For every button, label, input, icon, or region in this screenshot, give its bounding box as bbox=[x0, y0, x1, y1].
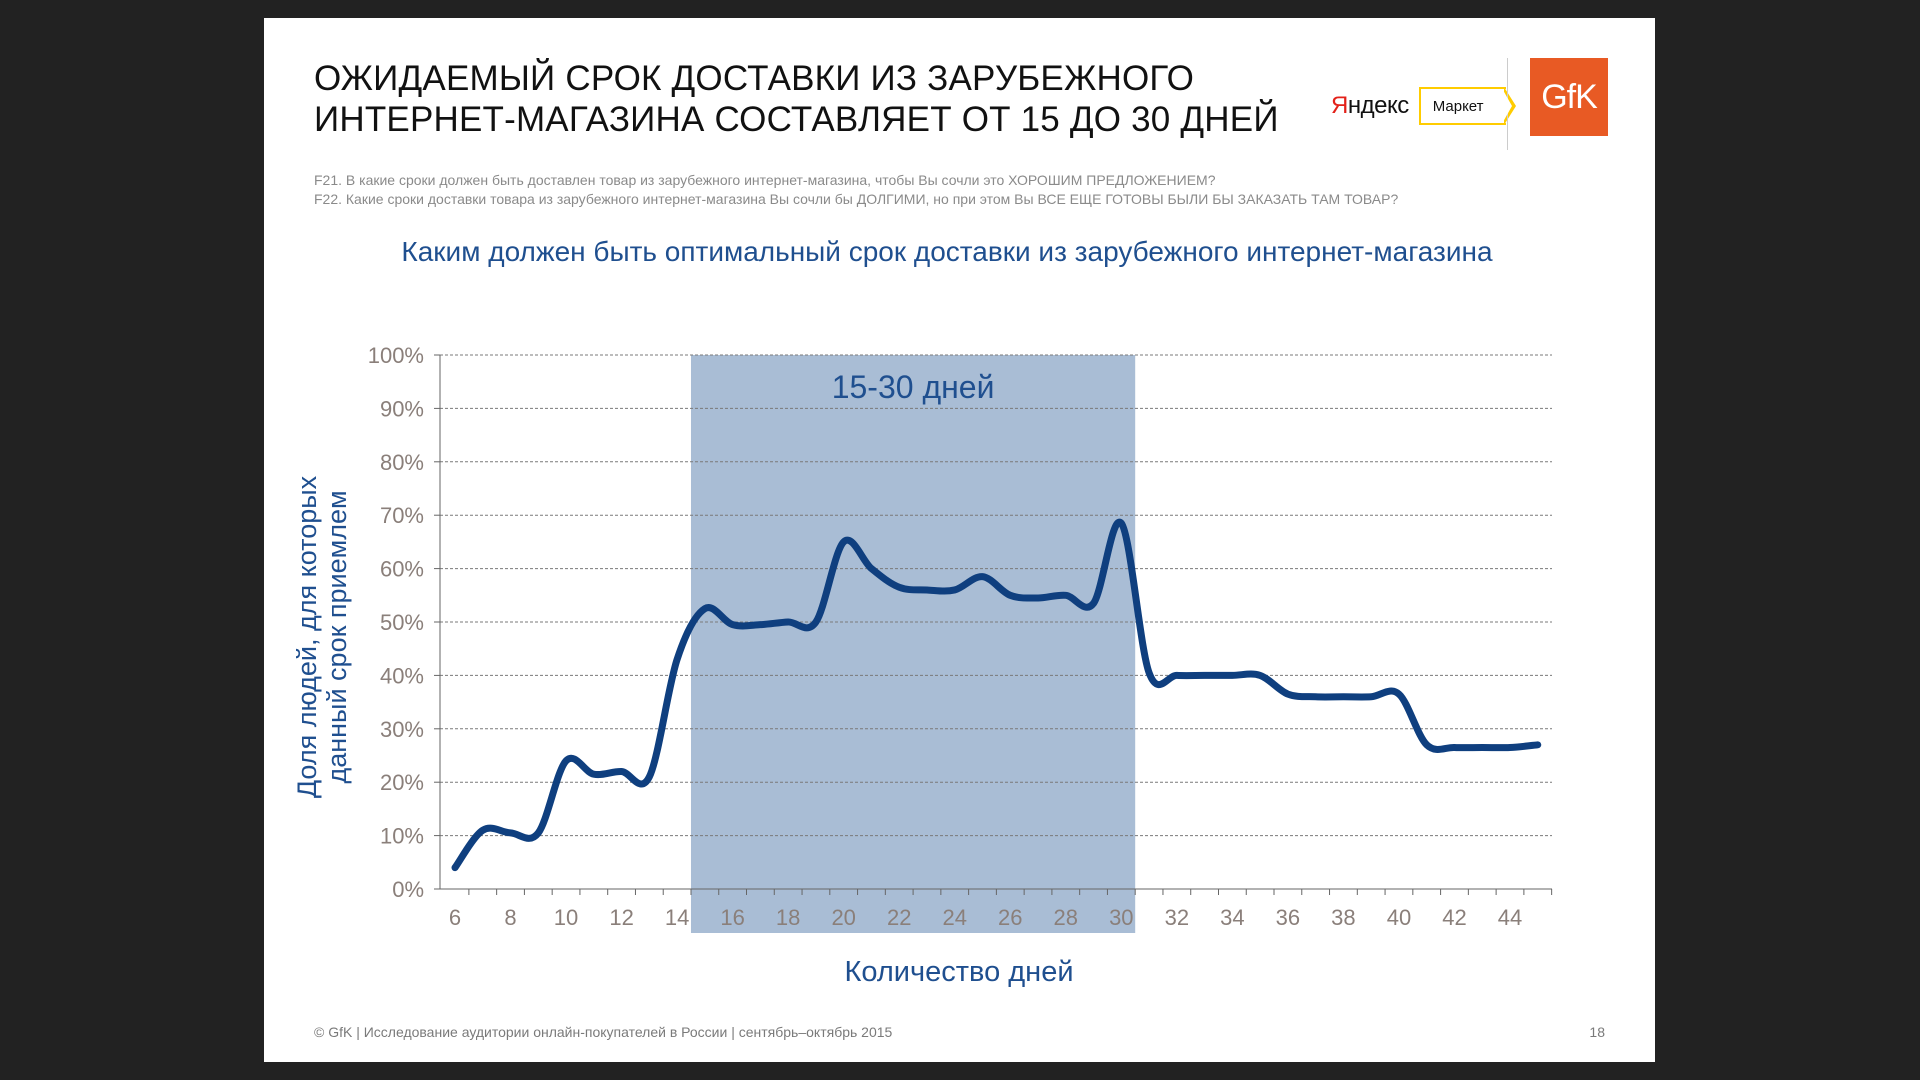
x-tick-label: 14 bbox=[665, 905, 689, 930]
x-tick-label: 42 bbox=[1442, 905, 1466, 930]
slide: ОЖИДАЕМЫЙ СРОК ДОСТАВКИ ИЗ ЗАРУБЕЖНОГО И… bbox=[264, 18, 1655, 1062]
y-tick-label: 70% bbox=[380, 503, 424, 528]
x-tick-label: 24 bbox=[942, 905, 966, 930]
y-tick-label: 20% bbox=[380, 770, 424, 795]
y-tick-label: 90% bbox=[380, 396, 424, 421]
title-line-1: ОЖИДАЕМЫЙ СРОК ДОСТАВКИ ИЗ ЗАРУБЕЖНОГО bbox=[314, 59, 1195, 98]
question-f21: F21. В какие сроки должен быть доставлен… bbox=[314, 172, 1216, 188]
y-tick-label: 100% bbox=[368, 343, 424, 368]
label-layer: 0% 10% 20% 30% 40% 50% 60% 70% 80% 90% 100% 6 8 10 12 1… bbox=[292, 343, 1522, 988]
x-tick-label: 30 bbox=[1109, 905, 1133, 930]
footer-text: © GfK | Исследование аудитории онлайн-по… bbox=[314, 1024, 893, 1040]
y-axis-title-line-1: Доля людей, для которых bbox=[292, 475, 322, 798]
x-tick-label: 36 bbox=[1276, 905, 1300, 930]
y-tick-label: 10% bbox=[380, 824, 424, 849]
page-number: 18 bbox=[1589, 1024, 1605, 1040]
survey-questions: F21. В какие сроки должен быть доставлен… bbox=[314, 171, 1614, 209]
market-label: Маркет bbox=[1432, 97, 1484, 115]
yandex-wordmark: Яндекс bbox=[1331, 92, 1409, 120]
y-tick-label: 60% bbox=[380, 557, 424, 582]
x-tick-label: 26 bbox=[998, 905, 1022, 930]
yandex-first-letter: Я bbox=[1331, 92, 1348, 119]
market-badge: Маркет bbox=[1418, 87, 1516, 125]
axis-layer bbox=[434, 354, 1553, 895]
page-title: ОЖИДАЕМЫЙ СРОК ДОСТАВКИ ИЗ ЗАРУБЕЖНОГО И… bbox=[314, 58, 1314, 140]
grid-layer bbox=[440, 354, 1552, 837]
question-f22: F22. Какие сроки доставки товара из зару… bbox=[314, 191, 1399, 207]
y-tick-label: 80% bbox=[380, 450, 424, 475]
line-chart: 15-30 дней 0% 10% 20% 30% 40% 50% 60% 70% 80% 90%… bbox=[292, 343, 1553, 988]
x-tick-label: 10 bbox=[554, 905, 578, 930]
highlight-layer: 15-30 дней bbox=[690, 355, 1136, 933]
title-line-2: ИНТЕРНЕТ-МАГАЗИНА СОСТАВЛЯЕТ ОТ 15 ДО 30… bbox=[314, 100, 1279, 139]
yandex-rest: ндекс bbox=[1347, 92, 1409, 119]
line-layer bbox=[451, 518, 1542, 872]
x-tick-label: 6 bbox=[449, 905, 461, 930]
x-tick-label: 20 bbox=[831, 905, 855, 930]
x-tick-label: 38 bbox=[1331, 905, 1355, 930]
x-tick-label: 12 bbox=[609, 905, 633, 930]
y-tick-label: 0% bbox=[392, 877, 424, 902]
highlight-band bbox=[690, 355, 1136, 933]
yandex-market-logo: Яндекс Маркет bbox=[1331, 80, 1516, 132]
x-tick-label: 28 bbox=[1054, 905, 1078, 930]
gfk-logo: GfK bbox=[1530, 58, 1608, 136]
x-tick-label: 40 bbox=[1387, 905, 1411, 930]
series-line-0 bbox=[451, 518, 1542, 872]
x-tick-label: 32 bbox=[1165, 905, 1189, 930]
x-axis-title: Количество дней bbox=[844, 956, 1073, 988]
x-tick-label: 8 bbox=[504, 905, 516, 930]
y-tick-label: 30% bbox=[380, 717, 424, 742]
x-tick-label: 16 bbox=[720, 905, 744, 930]
y-axis-title-line-2: данный срок приемлем bbox=[322, 490, 352, 783]
x-tick-label: 44 bbox=[1498, 905, 1522, 930]
x-tick-label: 18 bbox=[776, 905, 800, 930]
y-tick-label: 50% bbox=[380, 610, 424, 635]
highlight-label: 15-30 дней bbox=[832, 369, 995, 405]
y-tick-label: 40% bbox=[380, 663, 424, 688]
x-tick-label: 22 bbox=[887, 905, 911, 930]
x-tick-label: 34 bbox=[1220, 905, 1244, 930]
chart-title: Каким должен быть оптимальный срок доста… bbox=[401, 236, 1493, 267]
